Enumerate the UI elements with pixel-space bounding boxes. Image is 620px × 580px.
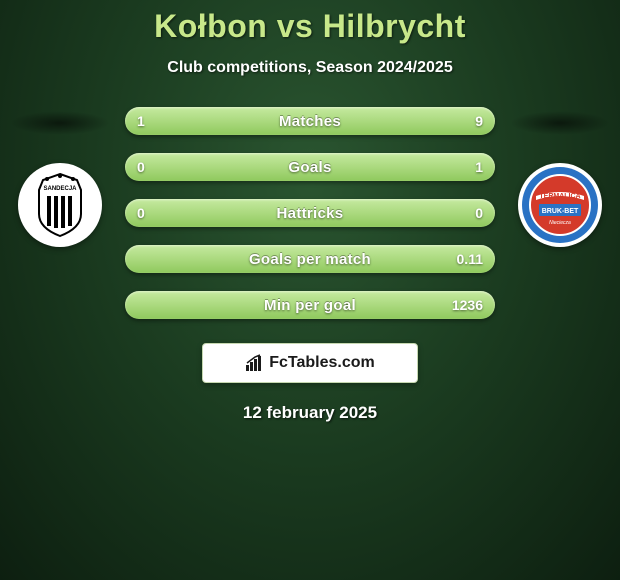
- source-text: FcTables.com: [269, 354, 375, 372]
- stat-left-value: 0: [137, 159, 145, 175]
- crest-right-text-top: TERMALICA: [539, 193, 580, 200]
- crest-right-text-mid: BRUK-BET: [542, 208, 579, 215]
- date-text: 12 february 2025: [0, 403, 620, 423]
- stat-row-matches: 1 Matches 9: [125, 107, 495, 135]
- stats-column: 1 Matches 9 0 Goals 1 0 Hattricks 0 Goal…: [125, 107, 495, 319]
- crest-left-svg: SANDECJA: [25, 170, 95, 240]
- stat-right-value: 0.11: [457, 251, 483, 267]
- page-subtitle: Club competitions, Season 2024/2025: [0, 59, 620, 77]
- stat-label: Goals: [288, 159, 331, 176]
- stat-label: Hattricks: [277, 205, 344, 222]
- crest-left-text: SANDECJA: [43, 186, 77, 192]
- team-crest-right: TERMALICA BRUK-BET Nieciecza: [518, 163, 602, 247]
- stat-right-value: 1236: [452, 297, 483, 313]
- crest-right-text-bottom: Nieciecza: [549, 220, 571, 226]
- stat-right-value: 0: [475, 205, 483, 221]
- left-side: SANDECJA: [10, 107, 110, 247]
- header: Kołbon vs Hilbrycht Club competitions, S…: [0, 0, 620, 77]
- stat-row-goals: 0 Goals 1: [125, 153, 495, 181]
- crest-right-svg: TERMALICA BRUK-BET Nieciecza: [521, 166, 599, 244]
- stat-label: Matches: [279, 113, 341, 130]
- right-side: TERMALICA BRUK-BET Nieciecza: [510, 107, 610, 247]
- page-title: Kołbon vs Hilbrycht: [0, 8, 620, 45]
- team-crest-left: SANDECJA: [18, 163, 102, 247]
- chart-icon: [245, 354, 263, 372]
- shadow-disc-left: [10, 111, 110, 135]
- stat-right-value: 1: [475, 159, 483, 175]
- stat-left-value: 0: [137, 205, 145, 221]
- stat-label: Min per goal: [264, 297, 356, 314]
- stat-row-min-per-goal: Min per goal 1236: [125, 291, 495, 319]
- shadow-disc-right: [510, 111, 610, 135]
- stat-label: Goals per match: [249, 251, 371, 268]
- content: SANDECJA 1 Matches 9 0 Goals 1 0 Hattric…: [0, 107, 620, 319]
- stat-row-hattricks: 0 Hattricks 0: [125, 199, 495, 227]
- source-badge: FcTables.com: [202, 343, 418, 383]
- stat-row-goals-per-match: Goals per match 0.11: [125, 245, 495, 273]
- stat-right-value: 9: [475, 113, 483, 129]
- stat-left-value: 1: [137, 113, 145, 129]
